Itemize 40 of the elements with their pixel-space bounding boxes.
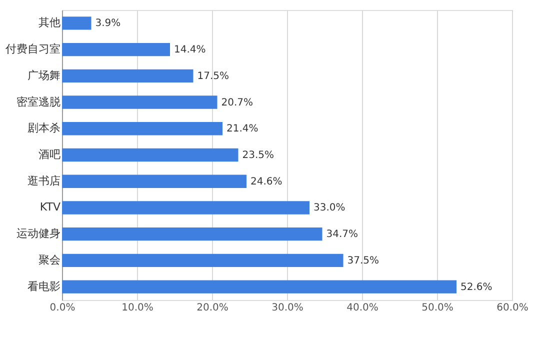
bar <box>62 122 222 136</box>
y-tick-label: 聚会 <box>38 253 60 266</box>
bar <box>62 96 218 109</box>
bar <box>62 16 92 30</box>
x-tick-label: 30.0% <box>272 302 304 314</box>
bar <box>62 201 310 214</box>
bar <box>62 69 194 82</box>
x-tick-label: 0.0% <box>50 302 76 314</box>
x-tick-label: 20.0% <box>196 302 228 314</box>
data-label: 3.9% <box>95 18 121 30</box>
y-tick-label: 其他 <box>38 16 60 30</box>
x-tick-label: 40.0% <box>346 302 378 314</box>
bar <box>62 174 246 188</box>
x-tick-label: 60.0% <box>496 302 528 314</box>
y-tick-label: 逛书店 <box>28 174 60 188</box>
data-label: 20.7% <box>221 97 254 108</box>
data-label: 33.0% <box>314 202 346 214</box>
data-label: 24.6% <box>250 176 282 188</box>
data-label: 52.6% <box>460 282 492 293</box>
y-tick-label: 付费自习室 <box>6 42 60 56</box>
data-label: 21.4% <box>226 124 258 135</box>
data-label: 17.5% <box>197 70 230 82</box>
bar <box>62 254 344 268</box>
x-tick-label: 10.0% <box>122 302 154 314</box>
y-tick-label: 酒吧 <box>38 148 60 161</box>
bar <box>62 280 456 294</box>
x-tick-label: 50.0% <box>422 302 454 314</box>
y-tick-label: 剧本杀 <box>28 122 60 135</box>
data-label: 34.7% <box>326 229 358 240</box>
y-tick-label: 运动健身 <box>16 227 60 240</box>
y-tick-label: KTV <box>40 200 61 214</box>
bar <box>62 228 322 241</box>
y-tick-label: 看电影 <box>28 280 60 293</box>
y-tick-label: 广场舞 <box>28 68 60 82</box>
data-label: 23.5% <box>242 150 274 161</box>
data-label: 14.4% <box>174 44 206 56</box>
bar <box>62 42 170 56</box>
data-label: 37.5% <box>347 255 380 266</box>
bar <box>62 148 238 162</box>
y-tick-label: 密室逃脱 <box>16 95 60 108</box>
